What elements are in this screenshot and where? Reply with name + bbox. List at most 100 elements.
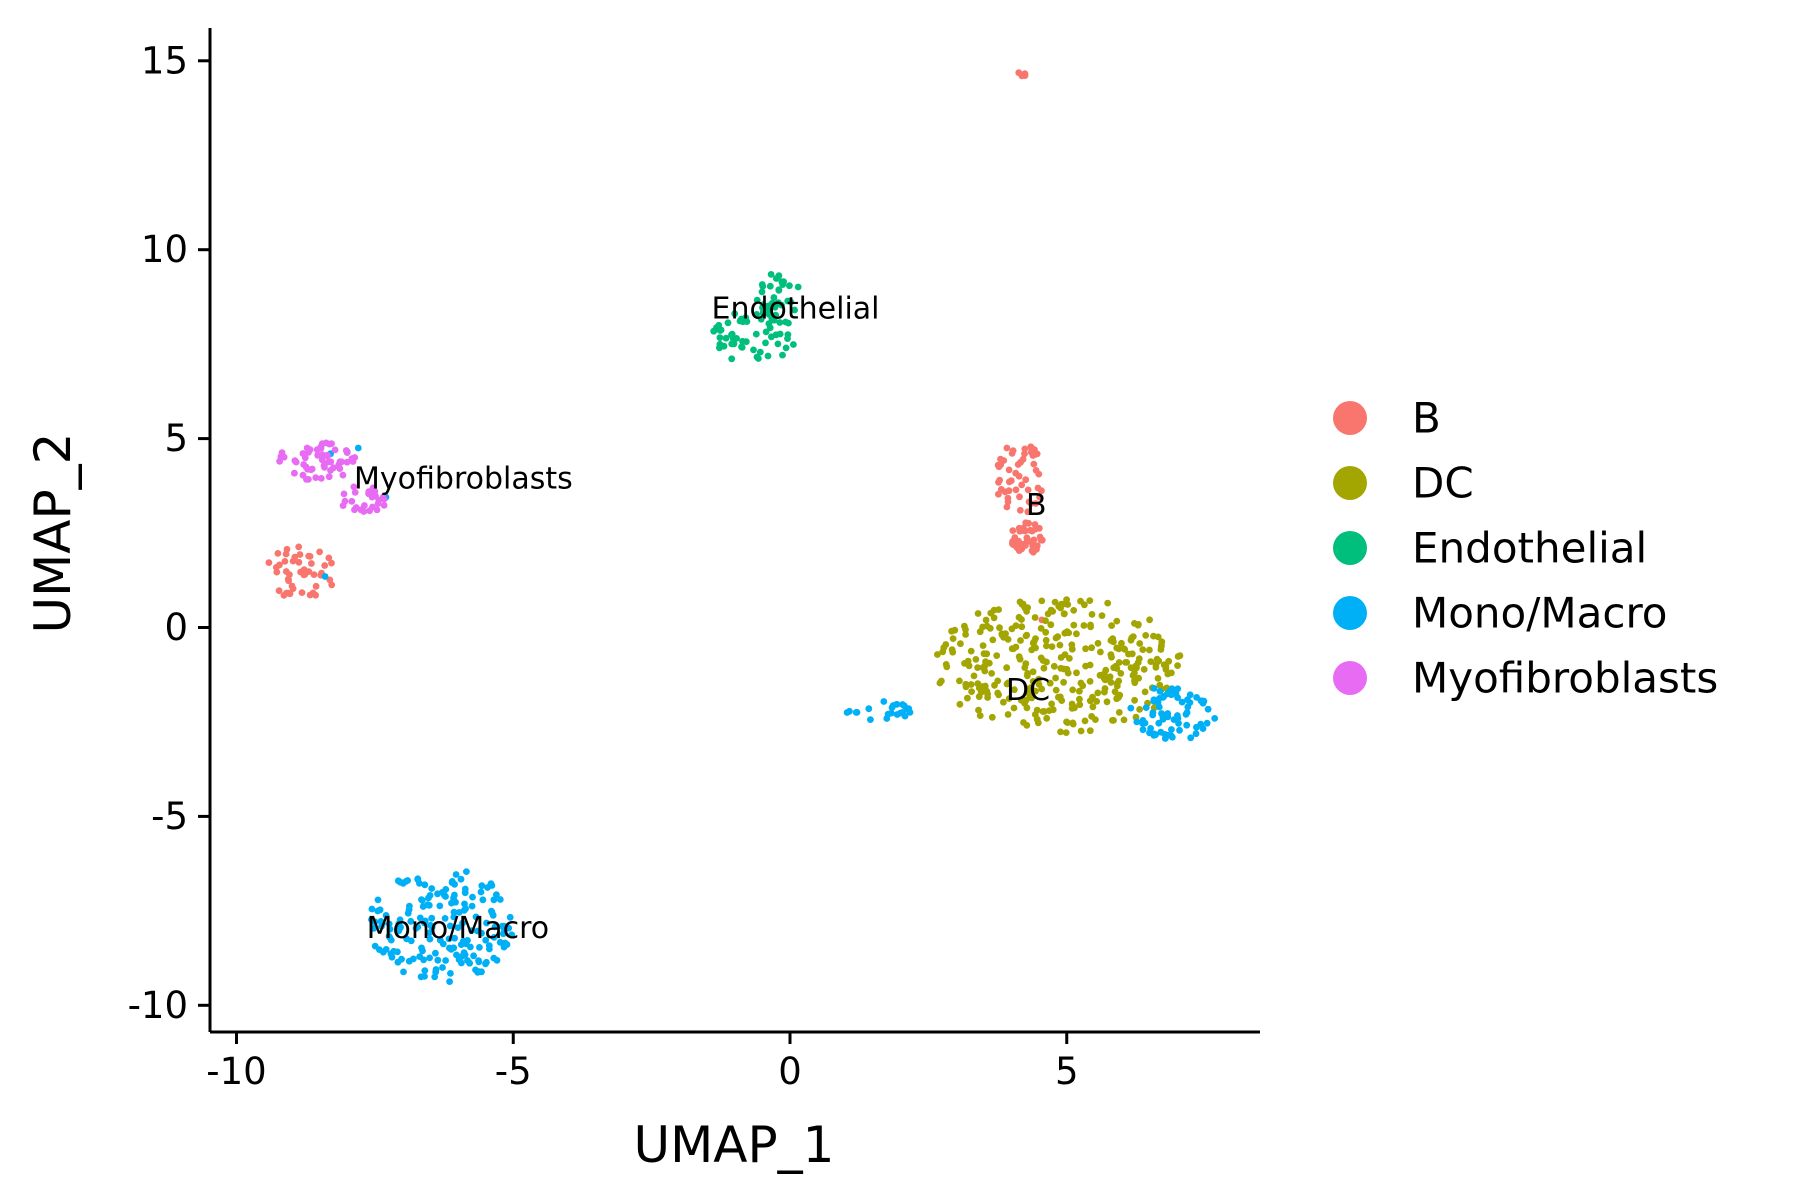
data-point: [1153, 655, 1161, 663]
data-point: [469, 893, 476, 901]
data-point: [728, 330, 736, 338]
data-point: [295, 558, 303, 566]
data-point: [1030, 643, 1038, 651]
data-point: [296, 551, 304, 558]
data-point: [750, 346, 757, 354]
data-point: [478, 882, 486, 890]
data-point: [989, 636, 997, 644]
data-point: [980, 650, 988, 658]
data-point: [281, 558, 289, 565]
data-point: [995, 691, 1002, 699]
data-point: [1050, 662, 1058, 670]
x-tick-label: 0: [778, 1050, 802, 1093]
data-point: [970, 672, 978, 680]
data-point: [445, 935, 453, 943]
data-point: [450, 913, 458, 921]
data-point: [328, 559, 335, 567]
data-point: [312, 582, 320, 590]
data-point: [956, 700, 964, 708]
data-point: [342, 447, 350, 454]
data-point: [288, 582, 296, 590]
data-point: [339, 471, 347, 479]
data-point: [1176, 652, 1184, 660]
legend-key-myofibroblasts: [1333, 661, 1367, 695]
data-point: [394, 948, 401, 956]
data-point: [321, 460, 329, 468]
data-point: [1012, 486, 1020, 494]
data-point: [993, 652, 1001, 659]
data-point: [276, 561, 283, 569]
data-point: [962, 631, 969, 638]
data-point: [1005, 695, 1013, 702]
cluster-label-dc: DC: [1006, 673, 1050, 708]
data-point: [506, 913, 514, 921]
legend-label-b: B: [1412, 394, 1441, 443]
data-point: [794, 283, 802, 291]
data-point: [368, 905, 376, 913]
data-point: [738, 343, 745, 351]
data-point: [425, 901, 433, 909]
x-axis-title: UMAP_1: [634, 1116, 835, 1174]
data-point: [1107, 679, 1115, 686]
data-point: [321, 573, 329, 580]
data-point: [1086, 678, 1094, 685]
data-point: [994, 461, 1002, 469]
data-point: [418, 896, 426, 904]
data-point: [428, 923, 436, 931]
series-mono-macro: [321, 444, 1219, 985]
data-point: [1014, 461, 1022, 468]
data-point: [936, 679, 944, 687]
data-point: [1018, 623, 1026, 631]
data-point: [340, 490, 348, 498]
data-point: [478, 929, 485, 937]
data-point: [324, 451, 331, 459]
data-point: [1069, 686, 1077, 694]
data-point: [1146, 616, 1153, 624]
data-point: [442, 893, 449, 900]
data-point: [1035, 470, 1043, 478]
data-point: [1008, 450, 1016, 457]
data-point: [432, 949, 439, 957]
y-axis-title: UMAP_2: [24, 433, 82, 634]
data-point: [1139, 646, 1147, 653]
data-point: [984, 694, 991, 701]
data-point: [396, 924, 404, 932]
data-point: [370, 924, 378, 932]
data-point: [1052, 674, 1059, 682]
data-point: [1068, 700, 1076, 708]
data-point: [298, 589, 306, 596]
data-point: [770, 316, 778, 324]
data-point: [1186, 699, 1194, 706]
data-point: [997, 455, 1004, 463]
data-point: [462, 940, 470, 948]
data-point: [1031, 614, 1039, 621]
series-dc: [934, 596, 1184, 736]
data-point: [948, 627, 955, 635]
data-point: [770, 294, 778, 301]
data-point: [488, 909, 496, 916]
data-point: [371, 487, 379, 495]
data-point: [1127, 704, 1135, 712]
data-point: [1066, 655, 1073, 662]
data-point: [496, 896, 504, 903]
data-point: [1022, 476, 1030, 484]
legend-label-dc: DC: [1412, 459, 1474, 508]
data-point: [1029, 542, 1037, 550]
data-point: [962, 680, 970, 688]
data-point: [1025, 537, 1032, 545]
data-point: [724, 319, 732, 327]
data-point: [454, 924, 462, 931]
data-point: [428, 885, 436, 892]
data-point: [299, 471, 307, 479]
data-point: [760, 308, 767, 316]
data-point: [716, 334, 724, 341]
data-point: [1086, 661, 1094, 669]
data-point: [1139, 726, 1147, 734]
data-point: [1113, 679, 1121, 687]
cluster-label-b: B: [1026, 488, 1047, 523]
data-point: [1128, 634, 1136, 642]
data-point: [1023, 631, 1031, 639]
data-point: [880, 698, 888, 705]
data-point: [1042, 636, 1050, 644]
data-point: [982, 616, 990, 624]
